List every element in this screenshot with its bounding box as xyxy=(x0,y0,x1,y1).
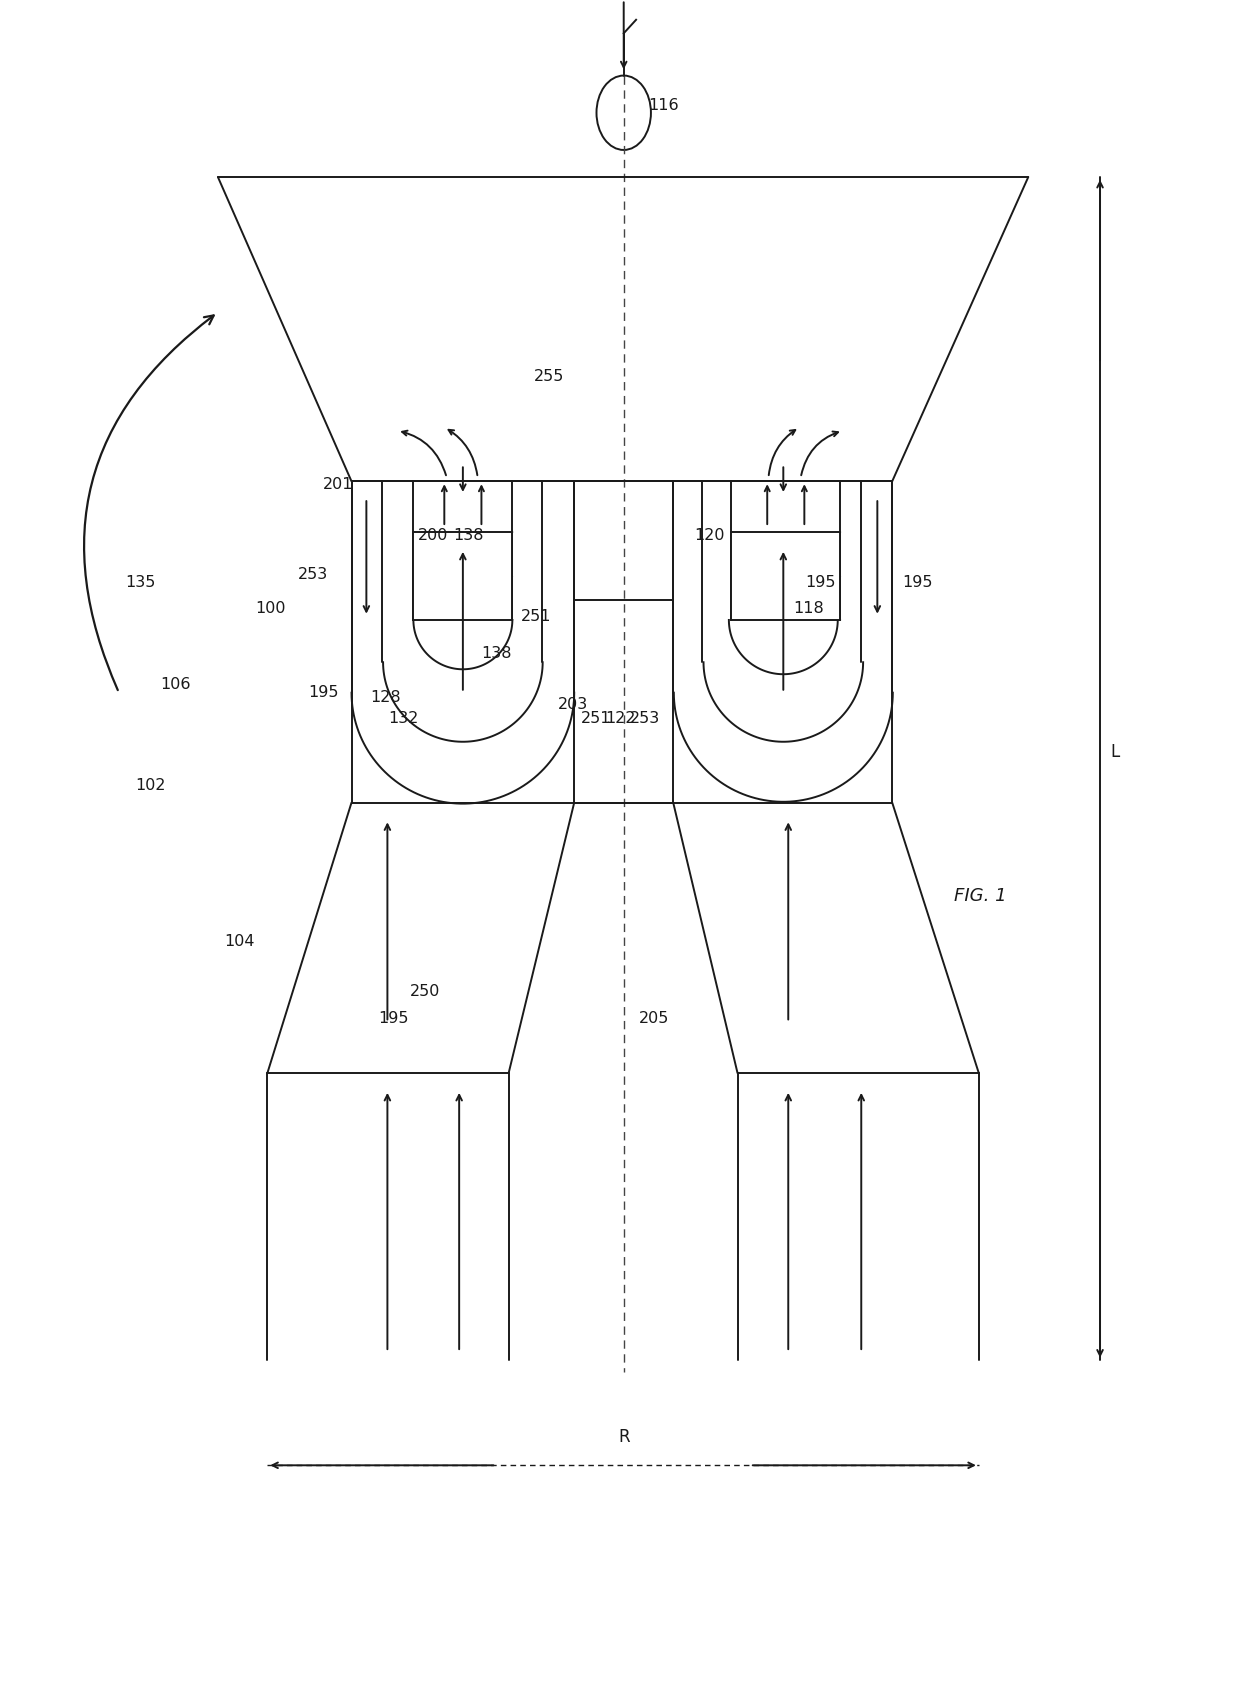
Text: 138: 138 xyxy=(453,529,484,542)
Text: 195: 195 xyxy=(378,1012,409,1027)
Text: 203: 203 xyxy=(558,697,589,712)
Text: 102: 102 xyxy=(135,779,165,794)
Text: 100: 100 xyxy=(255,600,285,615)
Text: 195: 195 xyxy=(806,575,836,590)
Text: L: L xyxy=(1110,743,1120,762)
Text: 205: 205 xyxy=(639,1012,668,1027)
Bar xyxy=(732,532,841,620)
Text: 251: 251 xyxy=(521,609,552,624)
Text: 120: 120 xyxy=(694,529,724,542)
Text: R: R xyxy=(618,1428,630,1445)
Text: 195: 195 xyxy=(309,685,339,700)
Text: 201: 201 xyxy=(324,478,353,493)
Text: 255: 255 xyxy=(533,369,564,384)
Text: 138: 138 xyxy=(481,646,512,661)
Text: 253: 253 xyxy=(299,566,329,581)
Text: FIG. 1: FIG. 1 xyxy=(954,886,1007,904)
Text: 253: 253 xyxy=(630,711,660,726)
Bar xyxy=(413,532,512,620)
Text: 251: 251 xyxy=(580,711,611,726)
Text: 200: 200 xyxy=(418,529,449,542)
Text: 104: 104 xyxy=(224,933,254,949)
Text: 250: 250 xyxy=(409,984,440,1000)
Text: 118: 118 xyxy=(794,600,823,615)
Text: 135: 135 xyxy=(125,575,155,590)
Text: 132: 132 xyxy=(388,711,419,726)
Text: 128: 128 xyxy=(370,690,401,706)
Text: 122: 122 xyxy=(605,711,636,726)
Text: 116: 116 xyxy=(649,99,680,114)
Text: 195: 195 xyxy=(901,575,932,590)
Text: 106: 106 xyxy=(160,677,190,692)
